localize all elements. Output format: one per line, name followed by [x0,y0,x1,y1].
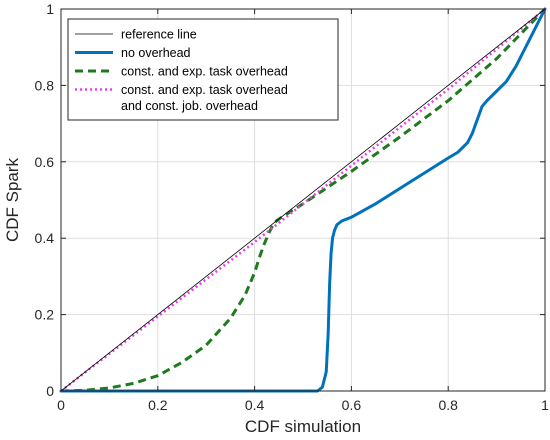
series-line-1 [59,7,547,393]
x-axis-label: CDF simulation [245,417,361,436]
y-tick-label-5: 1 [46,1,54,17]
y-tick-label-2: 0.4 [35,230,55,246]
legend-label-1: no overhead [121,46,191,60]
plot-series [59,7,547,393]
x-tick-label-2: 0.4 [245,397,265,413]
x-tick-label-1: 0.2 [148,397,168,413]
legend-label-2: const. and exp. task overhead [121,65,288,79]
x-tick-label-0: 0 [57,397,65,413]
plot-area-border [60,8,546,392]
y-tick-label-4: 0.8 [35,77,55,93]
x-tick-label-4: 0.8 [438,397,458,413]
legend-label-3: const. and exp. task overhead and const. … [121,83,288,113]
series-line-0 [60,8,546,392]
axis-ticks: 0 0.2 0.4 0.6 0.8 1 0 0.2 0.4 0.6 0.8 1 [35,1,550,413]
y-axis-label: CDF Spark [3,157,22,242]
x-tick-label-5: 1 [541,397,549,413]
x-tick-label-3: 0.6 [342,397,362,413]
legend-label-0: reference line [121,28,197,42]
y-tick-label-0: 0 [46,383,54,399]
legend-box [67,18,339,121]
series-line-2 [60,7,547,393]
y-tick-label-1: 0.2 [35,307,55,323]
y-tick-label-3: 0.6 [35,154,55,170]
legend: reference line no overhead const. and exp.… [67,18,339,121]
